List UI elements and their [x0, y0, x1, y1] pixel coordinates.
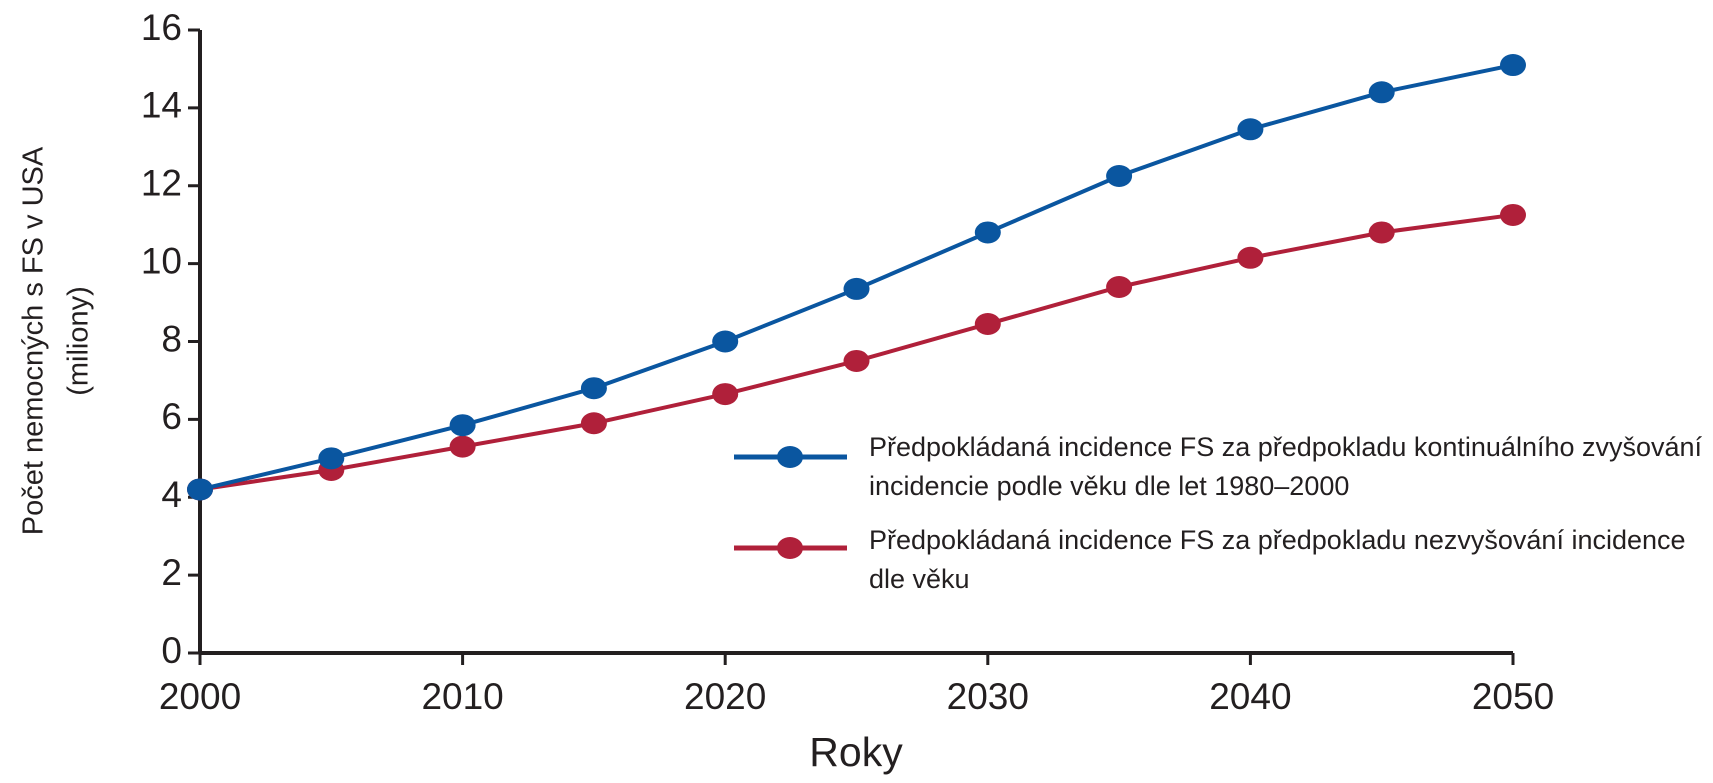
y-tick-label: 6 [161, 396, 182, 437]
point [318, 447, 345, 470]
y-tick-label: 10 [141, 240, 182, 281]
point [580, 377, 607, 400]
y-tick-label: 4 [161, 474, 182, 515]
y-axis-label: (miliony) [63, 286, 95, 396]
point [1106, 275, 1133, 298]
point [187, 478, 213, 501]
point [1237, 118, 1264, 141]
point [1368, 221, 1395, 244]
point [974, 312, 1001, 335]
legend-label: Předpokládaná incidence FS za předpoklad… [869, 432, 1703, 501]
x-axis-label: Roky [809, 729, 903, 775]
y-tick-label: 2 [161, 552, 182, 593]
x-tick-label: 2040 [1209, 676, 1291, 717]
point [1237, 246, 1264, 269]
x-tick-label: 2030 [947, 676, 1029, 717]
point [974, 221, 1001, 244]
x-tick-label: 2000 [159, 676, 241, 717]
legend-marker [777, 446, 803, 468]
point [1368, 81, 1395, 104]
point [1500, 54, 1526, 77]
point [712, 330, 739, 353]
y-tick-label: 16 [141, 7, 182, 48]
point [843, 349, 870, 372]
y-tick-label: 0 [161, 630, 182, 671]
y-tick-label: 12 [141, 163, 182, 204]
y-axis-label: Počet nemocných s FS v USA [18, 146, 50, 535]
point [1106, 165, 1133, 188]
x-tick-label: 2010 [421, 676, 503, 717]
point [449, 435, 476, 458]
line [199, 63, 1514, 492]
point [843, 277, 870, 300]
legend-marker [777, 537, 803, 559]
point [1500, 203, 1526, 226]
y-tick-label: 8 [161, 318, 182, 359]
x-tick-label: 2020 [684, 676, 766, 717]
point [449, 414, 476, 437]
y-tick-label: 14 [141, 85, 182, 126]
point [712, 383, 739, 406]
legend-label: Předpokládaná incidence FS za předpoklad… [869, 525, 1686, 594]
x-tick-label: 2050 [1472, 676, 1554, 717]
point [580, 412, 607, 435]
